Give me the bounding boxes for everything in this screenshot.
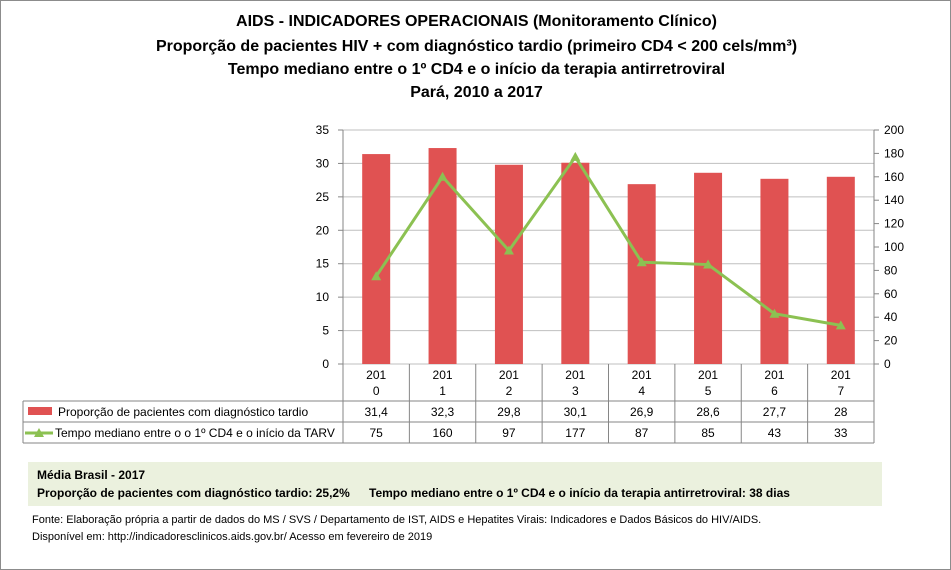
availability-line: Disponível em: http://indicadoresclinico… bbox=[32, 531, 433, 543]
line-marker bbox=[371, 271, 382, 281]
bar-data-label: 28,6 bbox=[696, 405, 720, 419]
bar-data-label: 28 bbox=[834, 405, 848, 419]
line-data-label: 87 bbox=[635, 426, 649, 440]
line-data-label: 33 bbox=[834, 426, 848, 440]
category-label: 201 bbox=[499, 368, 519, 382]
line-marker bbox=[503, 245, 514, 255]
bar-data-label: 32,3 bbox=[431, 405, 455, 419]
category-label: 2 bbox=[506, 384, 513, 398]
category-label: 1 bbox=[439, 384, 446, 398]
right-tick-label: 100 bbox=[884, 240, 904, 254]
left-tick-label: 25 bbox=[316, 190, 330, 204]
legend-bar-swatch bbox=[28, 407, 52, 415]
left-tick-label: 35 bbox=[316, 123, 330, 137]
right-tick-label: 140 bbox=[884, 193, 904, 207]
category-label: 201 bbox=[698, 368, 718, 382]
chart-subtitle-2: Tempo mediano entre o 1º CD4 e o início … bbox=[227, 61, 726, 78]
left-tick-label: 30 bbox=[316, 156, 330, 170]
bar-data-label: 30,1 bbox=[564, 405, 588, 419]
category-label: 7 bbox=[837, 384, 844, 398]
note-heading: Média Brasil - 2017 bbox=[37, 468, 146, 482]
line-data-label: 75 bbox=[370, 426, 384, 440]
category-label: 201 bbox=[565, 368, 585, 382]
right-tick-label: 40 bbox=[884, 310, 898, 324]
category-label: 6 bbox=[771, 384, 778, 398]
combo-chart: 0510152025303502040608010012014016018020… bbox=[22, 123, 904, 444]
line-marker bbox=[570, 151, 581, 161]
line-marker bbox=[703, 259, 714, 269]
chart-title: AIDS - INDICADORES OPERACIONAIS (Monitor… bbox=[236, 13, 717, 30]
left-tick-label: 5 bbox=[322, 324, 329, 338]
source-line: Fonte: Elaboração própria a partir de da… bbox=[32, 514, 762, 526]
bar-data-label: 27,7 bbox=[763, 405, 787, 419]
category-label: 201 bbox=[433, 368, 453, 382]
bar-data-label: 31,4 bbox=[365, 405, 389, 419]
left-tick-label: 15 bbox=[316, 257, 330, 271]
note-median-time: Tempo mediano entre o 1º CD4 e o início … bbox=[369, 486, 790, 500]
left-tick-label: 0 bbox=[322, 357, 329, 371]
line-data-label: 97 bbox=[502, 426, 516, 440]
bar bbox=[494, 164, 523, 364]
right-tick-label: 180 bbox=[884, 146, 904, 160]
bar bbox=[428, 148, 457, 364]
left-tick-label: 20 bbox=[316, 223, 330, 237]
line-marker bbox=[835, 320, 846, 330]
category-label: 5 bbox=[705, 384, 712, 398]
category-label: 201 bbox=[764, 368, 784, 382]
bar-data-label: 26,9 bbox=[630, 405, 654, 419]
line-data-label: 43 bbox=[768, 426, 782, 440]
right-tick-label: 160 bbox=[884, 170, 904, 184]
note-proportion: Proporção de pacientes com diagnóstico t… bbox=[37, 486, 350, 500]
left-tick-label: 10 bbox=[316, 290, 330, 304]
category-label: 4 bbox=[638, 384, 645, 398]
category-label: 201 bbox=[632, 368, 652, 382]
legend-line-marker bbox=[34, 428, 44, 437]
line-marker bbox=[437, 171, 448, 181]
bar bbox=[826, 176, 855, 364]
legend-bar-label: Proporção de pacientes com diagnóstico t… bbox=[58, 405, 308, 419]
category-label: 3 bbox=[572, 384, 579, 398]
right-tick-label: 120 bbox=[884, 217, 904, 231]
line-data-label: 160 bbox=[433, 426, 453, 440]
line-marker bbox=[636, 257, 647, 267]
line-data-label: 177 bbox=[565, 426, 585, 440]
bar bbox=[627, 184, 656, 364]
bar bbox=[561, 162, 590, 364]
category-label: 201 bbox=[366, 368, 386, 382]
series-line bbox=[374, 154, 842, 327]
category-label: 0 bbox=[373, 384, 380, 398]
bar bbox=[362, 154, 391, 364]
right-tick-label: 60 bbox=[884, 287, 898, 301]
right-tick-label: 20 bbox=[884, 334, 898, 348]
right-tick-label: 80 bbox=[884, 263, 898, 277]
right-tick-label: 0 bbox=[884, 357, 891, 371]
chart-subtitle: Proporção de pacientes HIV + com diagnós… bbox=[155, 38, 798, 55]
brazil-average-box: Média Brasil - 2017 Proporção de pacient… bbox=[28, 462, 882, 506]
line-data-label: 85 bbox=[701, 426, 715, 440]
category-label: 201 bbox=[831, 368, 851, 382]
legend-line-label: Tempo mediano entre o o 1º CD4 e o iníci… bbox=[55, 426, 335, 440]
bar-data-label: 29,8 bbox=[497, 405, 521, 419]
chart-subtitle-3: Pará, 2010 a 2017 bbox=[410, 84, 543, 101]
line-marker bbox=[769, 308, 780, 318]
right-tick-label: 200 bbox=[884, 123, 904, 137]
bar bbox=[760, 178, 789, 364]
